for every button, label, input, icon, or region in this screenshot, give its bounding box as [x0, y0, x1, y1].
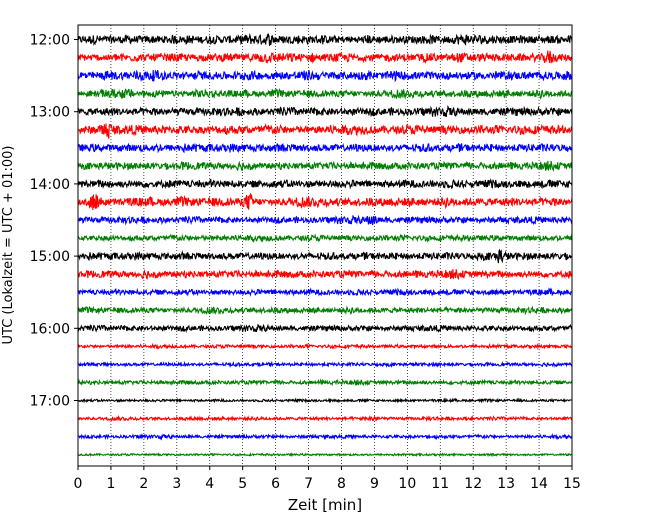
plot-frame — [77, 24, 573, 467]
x-tick-label: 7 — [304, 476, 313, 492]
trace-line — [77, 287, 573, 298]
x-axis-ticks: 0 1 2 3 4 5 6 7 8 9 10 11 12 13 14 15 — [74, 466, 581, 492]
x-axis-title: Zeit [min] — [288, 496, 362, 514]
x-tick-label: 8 — [337, 476, 346, 492]
x-tick-label: 0 — [74, 476, 83, 492]
y-tick-label: 13:00 — [30, 105, 70, 121]
trace-line — [77, 305, 573, 316]
trace-line — [77, 160, 573, 173]
x-tick-label: 3 — [172, 476, 181, 492]
trace-line — [77, 192, 573, 211]
trace-line — [77, 414, 573, 423]
y-tick-label: 14:00 — [30, 177, 70, 193]
trace-line — [77, 50, 573, 65]
x-tick-label: 10 — [398, 476, 416, 492]
trace-line — [77, 32, 573, 46]
trace-line — [77, 142, 573, 154]
trace-line — [77, 122, 573, 139]
x-tick-label: 11 — [431, 476, 449, 492]
trace-line — [77, 105, 573, 118]
trace-line — [77, 87, 573, 100]
y-tick-label: 12:00 — [30, 33, 70, 49]
x-tick-label: 15 — [563, 476, 581, 492]
x-tick-label: 6 — [271, 476, 280, 492]
y-axis-title: UTC (Lokalzeit = UTC + 01:00) — [1, 146, 16, 345]
y-tick-label: 17:00 — [30, 394, 70, 410]
trace-line — [77, 360, 573, 369]
x-tick-label: 13 — [497, 476, 515, 492]
x-tick-label: 9 — [370, 476, 379, 492]
trace-line — [77, 451, 573, 458]
x-tick-label: 4 — [205, 476, 214, 492]
trace-line — [77, 214, 573, 226]
x-tick-label: 5 — [238, 476, 247, 492]
trace-line — [77, 268, 573, 281]
traces — [77, 32, 573, 458]
x-tick-label: 14 — [530, 476, 548, 492]
trace-line — [77, 397, 573, 404]
trace-line — [77, 323, 573, 334]
trace-line — [77, 342, 573, 351]
y-tick-label: 16:00 — [30, 321, 70, 337]
y-tick-label: 15:00 — [30, 249, 70, 265]
trace-line — [77, 432, 573, 441]
trace-line — [77, 69, 573, 83]
x-tick-label: 12 — [464, 476, 482, 492]
trace-line — [77, 177, 573, 190]
y-axis-ticks: 12:00 13:00 14:00 15:00 16:00 17:00 — [30, 33, 78, 410]
trace-line — [77, 233, 573, 243]
trace-line — [77, 378, 573, 387]
x-tick-label: 1 — [106, 476, 115, 492]
trace-line — [77, 248, 573, 264]
x-tick-label: 2 — [139, 476, 148, 492]
